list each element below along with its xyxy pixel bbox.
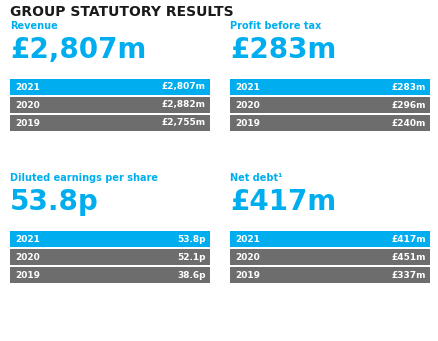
- Text: £2,807m: £2,807m: [10, 36, 146, 64]
- Bar: [230, 79, 430, 95]
- Text: 2019: 2019: [15, 119, 40, 128]
- Bar: [230, 115, 430, 131]
- Text: 2020: 2020: [15, 101, 40, 109]
- Text: £283m: £283m: [230, 36, 336, 64]
- Text: £283m: £283m: [392, 83, 426, 91]
- Text: 2021: 2021: [235, 235, 260, 243]
- Bar: [10, 267, 210, 283]
- Text: £296m: £296m: [392, 101, 426, 109]
- Text: 2019: 2019: [235, 270, 260, 280]
- Text: £2,807m: £2,807m: [162, 83, 206, 91]
- Text: 2020: 2020: [235, 101, 260, 109]
- Text: GROUP STATUTORY RESULTS: GROUP STATUTORY RESULTS: [10, 5, 233, 19]
- Text: 2020: 2020: [15, 252, 40, 262]
- Text: Net debt¹: Net debt¹: [230, 173, 283, 183]
- Text: 2021: 2021: [235, 83, 260, 91]
- Bar: [10, 231, 210, 247]
- Bar: [10, 97, 210, 113]
- Text: £2,882m: £2,882m: [162, 101, 206, 109]
- Bar: [230, 267, 430, 283]
- Text: 2021: 2021: [15, 235, 40, 243]
- Text: 53.8p: 53.8p: [10, 188, 99, 216]
- Bar: [230, 249, 430, 265]
- Text: £2,755m: £2,755m: [162, 119, 206, 128]
- Text: Diluted earnings per share: Diluted earnings per share: [10, 173, 158, 183]
- Text: 2019: 2019: [15, 270, 40, 280]
- Text: Profit before tax: Profit before tax: [230, 21, 321, 31]
- Bar: [10, 115, 210, 131]
- Text: 52.1p: 52.1p: [177, 252, 206, 262]
- Text: 53.8p: 53.8p: [177, 235, 206, 243]
- Bar: [10, 79, 210, 95]
- Text: £240m: £240m: [392, 119, 426, 128]
- Bar: [230, 97, 430, 113]
- Text: £337m: £337m: [392, 270, 426, 280]
- Text: £451m: £451m: [392, 252, 426, 262]
- Text: 2020: 2020: [235, 252, 260, 262]
- Text: 2021: 2021: [15, 83, 40, 91]
- Text: 38.6p: 38.6p: [177, 270, 206, 280]
- Text: £417m: £417m: [230, 188, 336, 216]
- Text: £417m: £417m: [392, 235, 426, 243]
- Text: Revenue: Revenue: [10, 21, 58, 31]
- Bar: [230, 231, 430, 247]
- Bar: [10, 249, 210, 265]
- Text: 2019: 2019: [235, 119, 260, 128]
